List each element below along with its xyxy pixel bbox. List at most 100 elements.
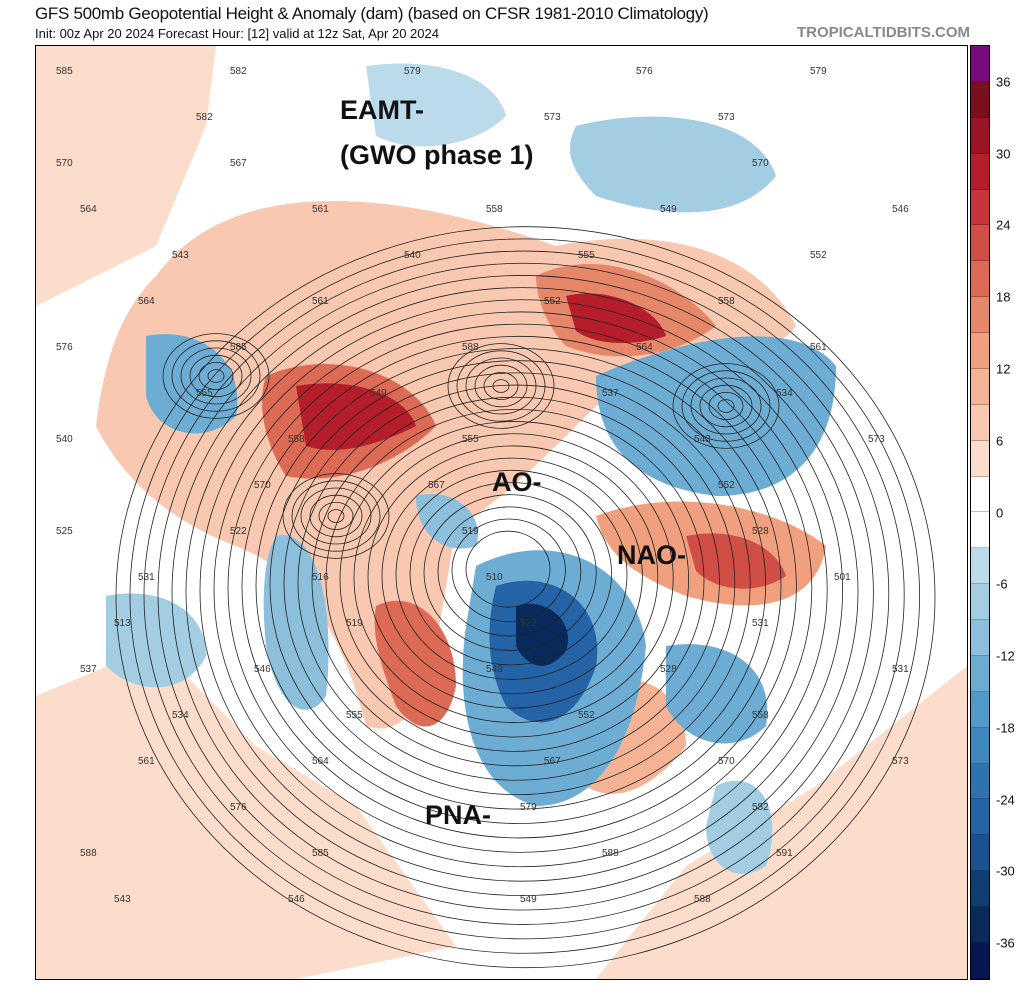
contour-label: 558 (486, 204, 503, 215)
low-contour (465, 357, 537, 415)
contour-label: 561 (138, 756, 155, 767)
height-contour (339, 421, 690, 738)
low-contour (291, 480, 381, 552)
contour-label: 522 (520, 618, 537, 629)
contour-label: 540 (56, 434, 73, 445)
colorbar-bin (971, 297, 989, 333)
contour-label: 570 (254, 480, 271, 491)
contour-label: 573 (892, 756, 909, 767)
colorbar-bin (971, 404, 989, 441)
contour-label: 588 (694, 894, 711, 905)
contour-label: 591 (776, 848, 793, 859)
annotation-gwo: (GWO phase 1) (340, 140, 534, 170)
contour-label: 573 (868, 434, 885, 445)
contour-label: 522 (230, 526, 247, 537)
contour-label: 558 (288, 434, 305, 445)
contour-label: 579 (520, 802, 537, 813)
colorbar-bin (971, 46, 989, 82)
contour-label: 549 (520, 894, 537, 905)
contour-label: 552 (810, 250, 827, 261)
height-contour (311, 396, 720, 767)
contour-label: 558 (752, 710, 769, 721)
contour-label: 540 (404, 250, 421, 261)
height-contour (451, 518, 566, 623)
contour-label: 552 (544, 296, 561, 307)
contour-label: 519 (346, 618, 363, 629)
annotation-pna: PNA- (425, 800, 491, 830)
annotation-nao: NAO- (617, 540, 686, 570)
colorbar-tick-label: 24 (996, 217, 1011, 233)
low-contour (681, 370, 771, 442)
contour-label: 567 (230, 158, 247, 169)
contour-labels: 585 582 579 576 579 582 573 573 570 567 570 564 561 5… (56, 66, 909, 905)
contour-label: 552 (578, 710, 595, 721)
annotation-eamt: EAMT- (340, 95, 424, 125)
contour-label: 525 (56, 526, 73, 537)
contour-label: 549 (660, 204, 677, 215)
height-contour (283, 372, 751, 796)
contour-label: 549 (370, 388, 387, 399)
colorbar-bin (971, 620, 989, 656)
contour-label: 564 (636, 342, 653, 353)
contour-label: 528 (660, 664, 677, 675)
colorbar-tick-label: -30 (996, 863, 1015, 879)
height-contours (115, 226, 936, 969)
contour-label: 570 (56, 158, 73, 169)
contour-label: 570 (752, 158, 769, 169)
contour-label: 543 (172, 250, 189, 261)
low-contour (474, 364, 528, 408)
colorbar-bin (971, 81, 989, 118)
colorbar-bin (971, 333, 989, 369)
contour-label: 537 (602, 388, 619, 399)
contour-label: 501 (834, 572, 851, 583)
colorbar-tick-label: 18 (996, 289, 1011, 305)
low-contour (483, 371, 519, 400)
contour-label: 561 (312, 204, 329, 215)
contour-label: 543 (114, 894, 131, 905)
contour-label: 567 (428, 480, 445, 491)
contour-label: 555 (346, 710, 363, 721)
colorbar-bin (971, 440, 989, 477)
low-contour (207, 369, 225, 383)
contour-label: 534 (172, 710, 189, 721)
colorbar-bin (971, 835, 989, 872)
height-contour (115, 226, 936, 969)
contour-label: 564 (138, 296, 155, 307)
colorbar-bin (971, 584, 989, 620)
low-contour (717, 399, 735, 413)
height-contour (171, 275, 874, 911)
colorbar-bin (971, 189, 989, 226)
low-contour (672, 363, 780, 449)
low-contour (699, 384, 753, 428)
contour-label: 543 (694, 434, 711, 445)
low-contour (300, 487, 372, 545)
contour-label: 585 (312, 848, 329, 859)
low-contour (189, 354, 243, 398)
height-contour (423, 494, 597, 651)
contour-label: 576 (56, 342, 73, 353)
height-contour (185, 287, 859, 896)
contour-label: 531 (138, 572, 155, 583)
height-contour (367, 445, 659, 709)
colorbar-tick-label: 6 (996, 433, 1004, 449)
contour-label: 582 (230, 66, 247, 77)
colorbar (970, 45, 990, 980)
contour-label: 561 (810, 342, 827, 353)
map-panel: 585 582 579 576 579 582 573 573 570 567 570 564 561 5… (35, 45, 968, 980)
colorbar-tick-label: -24 (996, 792, 1015, 808)
height-contour (465, 530, 551, 608)
contour-label: 561 (312, 296, 329, 307)
contour-label: 582 (196, 112, 213, 123)
contour-label: 567 (544, 756, 561, 767)
anomaly-map: 585 582 579 576 579 582 573 573 570 567 570 564 561 5… (36, 46, 967, 979)
contour-label: 585 (56, 66, 73, 77)
colorbar-bin (971, 655, 989, 692)
contour-label: 564 (80, 204, 97, 215)
contour-label: 546 (254, 664, 271, 675)
contour-label: 579 (404, 66, 421, 77)
contour-label: 588 (80, 848, 97, 859)
low-contour (318, 501, 354, 530)
height-contour (157, 262, 890, 925)
colorbar-bin (971, 942, 989, 979)
height-contour (241, 335, 797, 839)
